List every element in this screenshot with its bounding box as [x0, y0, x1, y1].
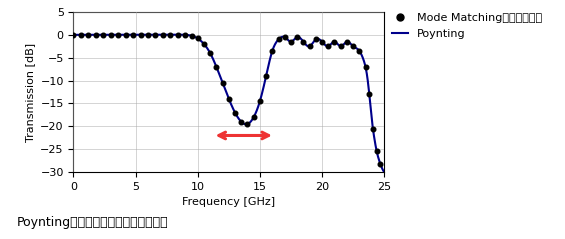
Point [349, 44, 358, 48]
Point [206, 51, 215, 55]
Point [237, 120, 246, 124]
Point [84, 33, 93, 37]
Point [365, 92, 374, 96]
Point [293, 35, 302, 39]
Point [330, 40, 339, 43]
Point [106, 33, 115, 37]
Point [129, 33, 138, 37]
X-axis label: Frequency [GHz]: Frequency [GHz] [182, 197, 275, 207]
Point [212, 65, 221, 69]
Point [231, 111, 240, 114]
Y-axis label: Transmission [dB]: Transmission [dB] [25, 43, 34, 141]
Point [181, 33, 190, 37]
Point [280, 35, 289, 39]
Point [376, 162, 385, 166]
Point [368, 128, 377, 131]
Point [144, 33, 153, 37]
Point [99, 33, 108, 37]
Point [114, 33, 123, 37]
Point [199, 42, 208, 46]
Point [76, 33, 85, 37]
Point [92, 33, 101, 37]
Point [218, 81, 227, 85]
Point [187, 34, 196, 38]
Point [173, 33, 182, 37]
Point [166, 33, 175, 37]
Point [342, 40, 351, 43]
Legend: Mode Matching法（文献１）, Poynting: Mode Matching法（文献１）, Poynting [388, 9, 547, 43]
Point [318, 40, 327, 43]
Point [355, 49, 364, 53]
Point [274, 38, 283, 41]
Point [324, 44, 333, 48]
Text: Poyntingを用いた透過係数の計算結果: Poyntingを用いた透過係数の計算結果 [17, 217, 168, 229]
Point [158, 33, 167, 37]
Point [224, 97, 233, 101]
Point [286, 40, 295, 43]
Point [311, 38, 320, 41]
Point [305, 44, 314, 48]
Point [151, 33, 160, 37]
Point [299, 40, 308, 43]
Point [336, 44, 345, 48]
Point [193, 37, 202, 40]
Point [255, 99, 264, 103]
Point [121, 33, 130, 37]
Point [372, 150, 381, 153]
Point [262, 74, 271, 78]
Point [69, 33, 78, 37]
Point [136, 33, 145, 37]
Point [249, 115, 258, 119]
Point [243, 122, 252, 126]
Point [268, 49, 277, 53]
Point [361, 65, 370, 69]
